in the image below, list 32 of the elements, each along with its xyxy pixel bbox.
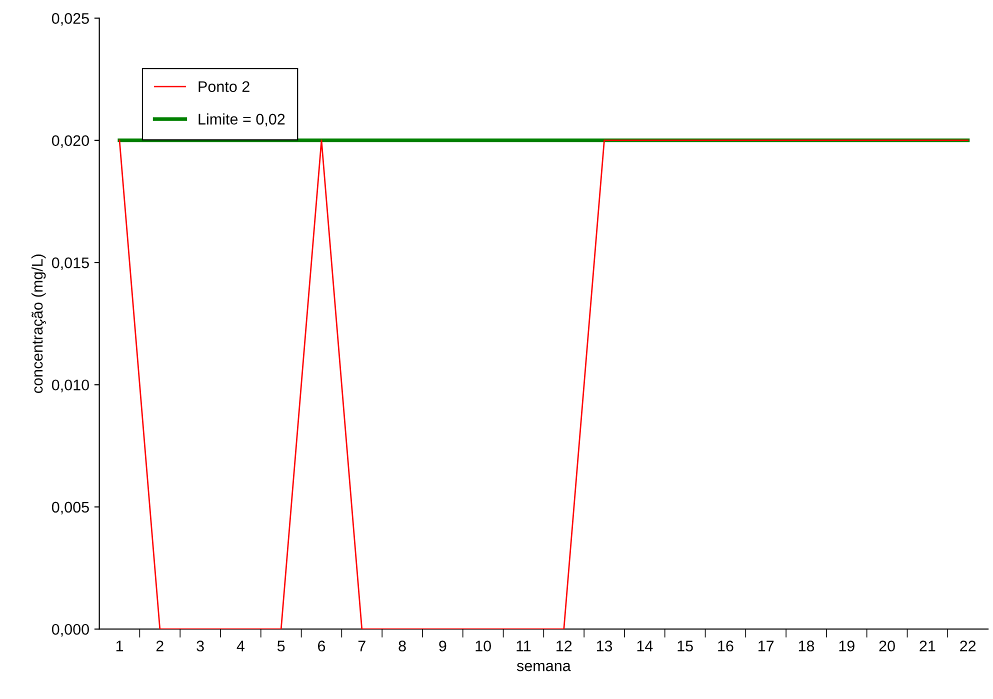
x-tick-label: 10 — [476, 640, 491, 652]
y-tick-label: 0,000 — [52, 624, 89, 637]
x-tick-label: 8 — [398, 640, 406, 652]
x-tick-label: 13 — [596, 640, 612, 652]
x-tick-label: 9 — [439, 640, 446, 652]
x-tick-label: 3 — [196, 640, 204, 652]
x-tick-label: 18 — [798, 640, 814, 652]
y-tick-label: 0,020 — [52, 135, 89, 148]
y-tick-label: 0,005 — [52, 502, 89, 514]
x-tick-label: 1 — [116, 640, 123, 652]
x-tick-label: 2 — [156, 640, 164, 652]
y-tick-label: 0,015 — [52, 257, 89, 270]
x-tick-label: 16 — [718, 640, 734, 652]
x-tick-label: 4 — [236, 640, 244, 652]
legend-label: Ponto 2 — [198, 81, 250, 92]
y-tick-label: 0,010 — [52, 380, 89, 392]
x-tick-label: 5 — [277, 640, 285, 652]
x-tick-label: 21 — [920, 640, 936, 652]
x-tick-label: 22 — [960, 640, 976, 652]
x-tick-label: 11 — [516, 640, 531, 652]
y-tick-label: 0,025 — [52, 13, 89, 26]
legend-label: Limite = 0,02 — [198, 113, 285, 126]
x-tick-label: 19 — [839, 640, 854, 652]
x-tick-label: 7 — [358, 640, 366, 652]
x-tick-label: 6 — [318, 640, 326, 652]
x-tick-label: 17 — [758, 640, 774, 652]
x-tick-label: 20 — [879, 640, 895, 652]
x-tick-label: 12 — [556, 640, 572, 652]
x-axis-title: semana — [516, 662, 571, 672]
x-tick-label: 15 — [678, 640, 693, 652]
x-tick-label: 14 — [637, 640, 653, 652]
y-axis-title: concentração (mg/L) — [31, 254, 46, 394]
